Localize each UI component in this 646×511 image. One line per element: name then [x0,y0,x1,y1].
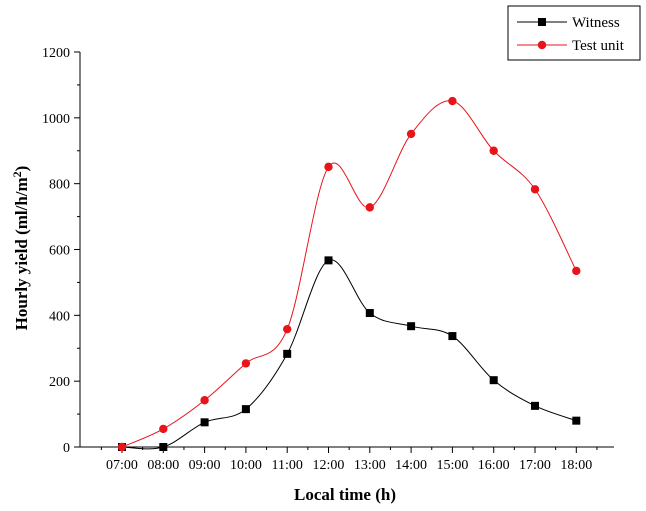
x-tick-label: 16:00 [478,458,510,473]
legend: Witness Test unit [507,5,641,61]
legend-marker-test-unit [537,40,547,50]
y-tick-label: 1200 [42,46,70,61]
y-tick-label: 0 [63,441,70,456]
series-line-witness [121,259,577,450]
data-point-witness [531,401,539,410]
x-tick-label: 18:00 [560,458,592,473]
y-axis-title-main: Hourly yield (ml/h/m [12,177,31,330]
x-tick-label: 07:00 [106,458,138,473]
data-point-test-unit [406,129,416,139]
y-axis-title-sup: 2 [10,171,24,177]
data-point-witness [572,416,581,425]
data-point-witness [200,418,209,427]
data-point-test-unit [530,185,540,194]
x-tick-label: 13:00 [354,458,386,473]
x-axis-title: Local time (h) [294,485,396,504]
y-axis-title-end: ) [12,166,31,172]
data-point-test-unit [489,146,498,155]
data-point-test-unit [448,96,457,106]
chart-axes [79,52,614,448]
y-tick-label: 1000 [42,112,70,127]
x-tick-label: 09:00 [189,458,221,473]
x-tick-label: 08:00 [147,458,179,473]
y-tick-label: 400 [49,309,70,324]
data-point-test-unit [324,162,333,172]
data-point-test-unit [572,266,581,276]
x-tick-label: 14:00 [395,458,427,473]
data-point-witness [489,376,498,385]
data-point-test-unit [283,324,292,334]
legend-label-witness: Witness [572,15,620,31]
data-point-witness [448,332,457,341]
y-tick-label: 600 [49,244,70,259]
y-axis-title: Hourly yield (ml/h/m2) [10,166,31,331]
y-tick-label: 800 [49,178,70,193]
data-point-witness [283,349,292,358]
data-point-witness [159,443,168,451]
x-tick-label: 10:00 [230,458,262,473]
x-tick-label: 15:00 [436,458,468,473]
legend-marker-witness [538,18,546,26]
x-tick-label: 11:00 [272,458,303,473]
legend-box [507,5,641,61]
x-tick-label: 17:00 [519,458,551,473]
legend-label-test-unit: Test unit [572,38,625,54]
chart-ticks: 0 200 400 600 800 1000 1200 07:00 08:00 09:00 10:0… [42,46,598,473]
data-point-witness [365,309,374,318]
series-line-test-unit [121,100,577,448]
y-tick-label: 200 [49,375,70,390]
data-point-test-unit [117,442,127,452]
data-point-test-unit [365,203,374,212]
data-point-test-unit [159,424,168,434]
data-point-witness [241,405,250,414]
data-point-witness [407,322,416,331]
data-point-test-unit [200,396,209,405]
data-point-test-unit [241,359,251,368]
chart-series [117,96,581,452]
x-tick-label: 12:00 [313,458,345,473]
data-point-witness [324,256,333,265]
